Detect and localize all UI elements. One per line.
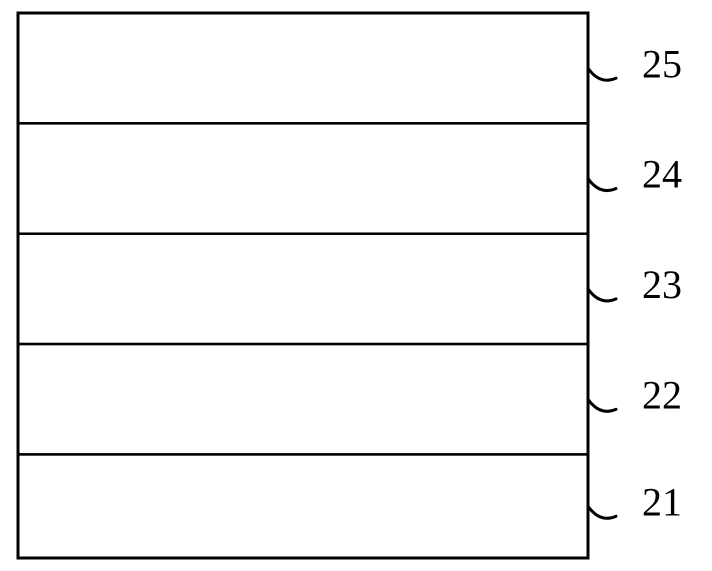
layer-stack-diagram: 25 24 23 22 21	[0, 0, 712, 571]
leader-layer-23	[588, 289, 616, 301]
layer-23	[18, 234, 588, 344]
leader-layer-24	[588, 179, 616, 191]
label-layer-25: 25	[642, 41, 682, 86]
labels-group: 25 24 23 22 21	[642, 41, 682, 524]
leaders-group	[588, 68, 616, 518]
layer-24	[18, 123, 588, 233]
label-layer-21: 21	[642, 479, 682, 524]
leader-layer-21	[588, 506, 616, 518]
layer-25	[18, 13, 588, 123]
label-layer-24: 24	[642, 152, 682, 197]
layers-group	[18, 13, 588, 558]
layer-21	[18, 454, 588, 558]
label-layer-22: 22	[642, 372, 682, 417]
leader-layer-25	[588, 68, 616, 80]
layer-22	[18, 344, 588, 454]
leader-layer-22	[588, 399, 616, 411]
label-layer-23: 23	[642, 262, 682, 307]
